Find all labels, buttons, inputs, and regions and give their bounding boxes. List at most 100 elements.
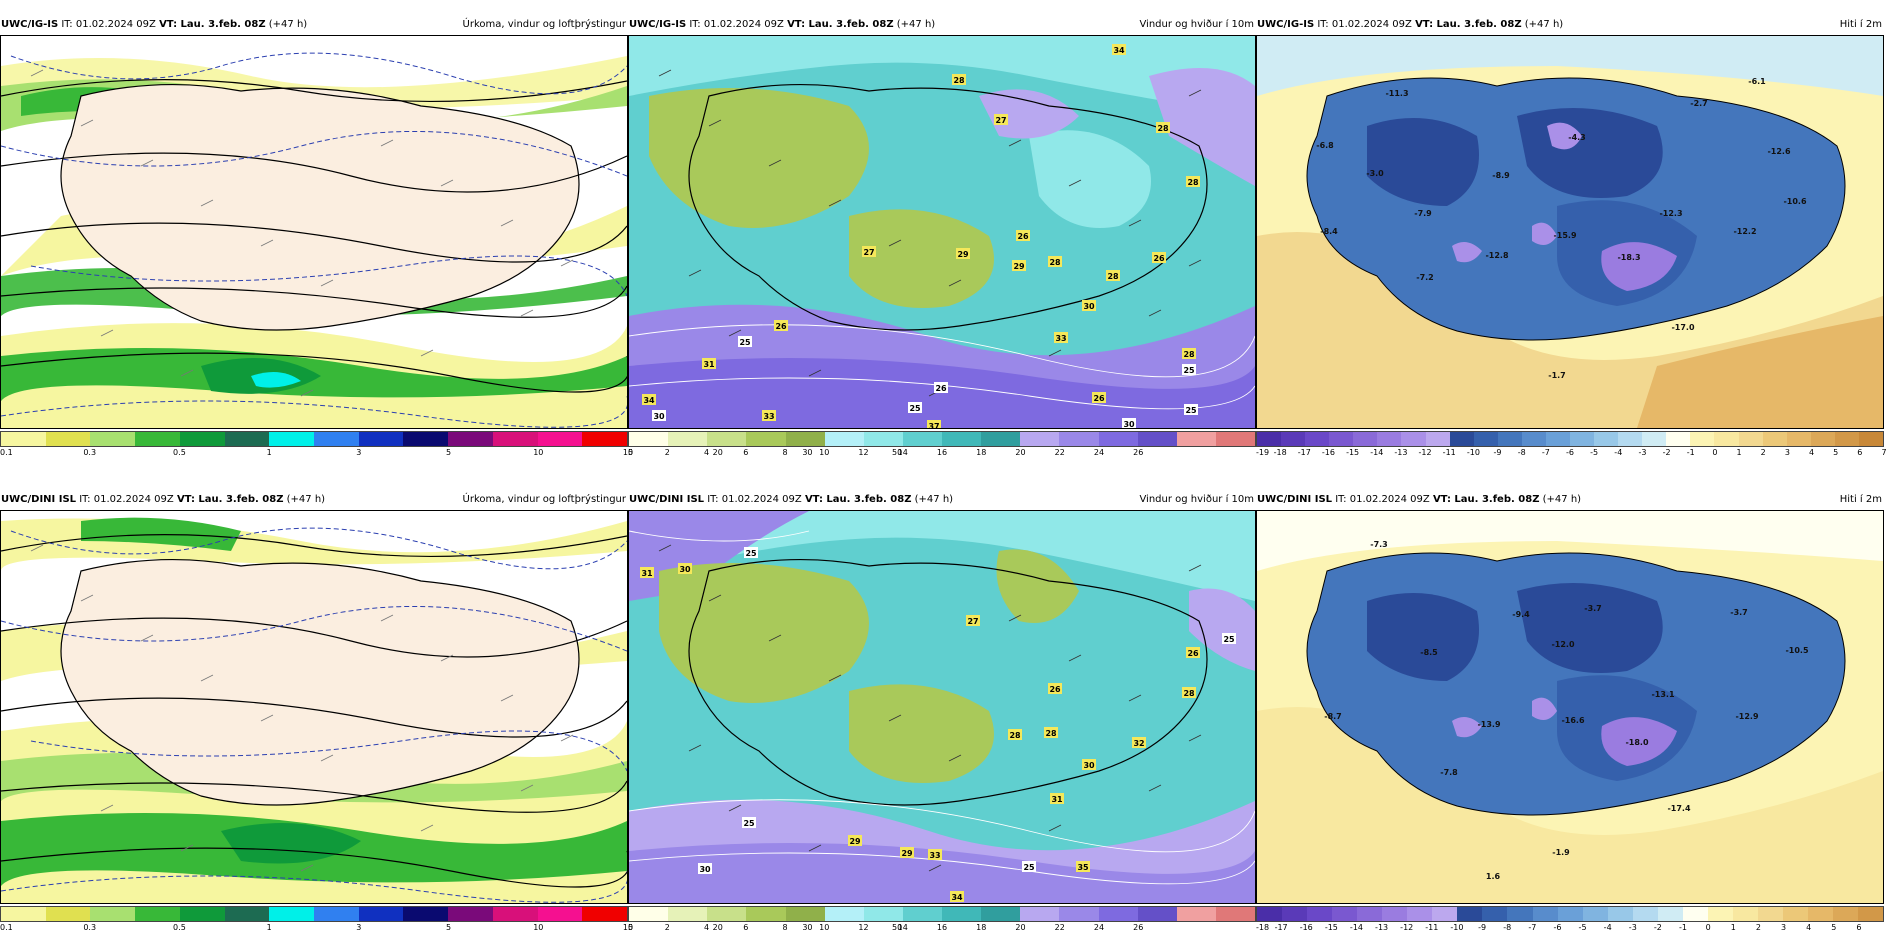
gust-label: 29 <box>849 837 861 846</box>
temperature-labels: -7.3 -9.4 -3.7 -3.7 -8.5 -12.0 -10.5 -13… <box>1324 540 1809 881</box>
colorbar-swatch <box>179 907 225 921</box>
gust-label: 30 <box>1083 761 1095 770</box>
colorbar-swatch <box>942 432 982 446</box>
gust-label: 27 <box>863 248 874 257</box>
colorbar-tick-label: -9 <box>1478 923 1487 932</box>
colorbar-tick-label: -8 <box>1517 448 1526 457</box>
colorbar-tick-label: 0.5 <box>173 448 186 457</box>
panel-title: UWC/IG-IS IT: 01.02.2024 09Z VT: Lau. 3.… <box>628 17 1256 33</box>
colorbar-tick-label: -1 <box>1686 448 1695 457</box>
init-time: IT: 01.02.2024 09Z <box>79 494 174 505</box>
colorbar-tick-label: -4 <box>1603 923 1612 932</box>
colorbar-tick-label: 0.3 <box>83 448 97 457</box>
colorbar-tick-label: 2 <box>1760 448 1766 457</box>
init-time: IT: 01.02.2024 09Z <box>1335 494 1430 505</box>
colorbar-swatches <box>628 431 1256 447</box>
temp-label: -12.3 <box>1659 209 1682 218</box>
init-time: IT: 01.02.2024 09Z <box>1317 19 1412 30</box>
colorbar-ticks: 0 2 4 6 8 10 12 14 16 18 20 22 24 26 <box>628 923 1256 935</box>
colorbar-tick-label: 2 <box>1755 923 1761 932</box>
colorbar-swatch <box>1482 907 1508 921</box>
colorbar-tick-label: -11 <box>1442 448 1456 457</box>
colorbar-swatch <box>537 907 583 921</box>
product-name: Hiti í 2m <box>1839 494 1882 505</box>
product-name: Úrkoma, vindur og loftþrýstingur <box>462 19 626 30</box>
colorbar-tick-label: 26 <box>1133 448 1144 457</box>
map-precip-dini-isl[interactable] <box>0 510 628 904</box>
temp-label: -13.9 <box>1477 720 1500 729</box>
colorbar-tick-label: 18 <box>976 448 987 457</box>
colorbar-swatch <box>1449 432 1474 446</box>
colorbar-tick-label: 0 <box>1712 448 1718 457</box>
colorbar-swatch <box>1307 907 1333 921</box>
colorbar-swatch <box>90 432 136 446</box>
panel-title: UWC/DINI ISL IT: 01.02.2024 09Z VT: Lau.… <box>0 492 628 508</box>
colorbar-ticks: 0.1 0.3 0.5 1 3 5 10 15 20 30 50 <box>0 923 902 935</box>
product-name: Vindur og hviður í 10m <box>1139 494 1254 505</box>
colorbar-swatch <box>1176 907 1216 921</box>
colorbar-tick-label: -19 <box>1256 448 1270 457</box>
map-temp-ig-is[interactable]: -11.3 -6.1 -6.8 -2.7 -4.3 -12.6 -3.0 -8.… <box>1256 35 1884 429</box>
colorbar-tick-label: 20 <box>1015 923 1026 932</box>
colorbar-swatch <box>902 907 942 921</box>
temp-label: -17.0 <box>1671 323 1694 332</box>
colorbar-swatch <box>1682 907 1708 921</box>
colorbar-swatch <box>1215 432 1255 446</box>
init-time: IT: 01.02.2024 09Z <box>689 19 784 30</box>
map-wind-dini-isl[interactable]: 31 30 25 27 26 25 26 28 28 28 30 32 31 2… <box>628 510 1256 904</box>
colorbar-swatch <box>1137 432 1177 446</box>
forecast-step: (+47 h) <box>896 19 936 30</box>
colorbar-swatch <box>1332 907 1358 921</box>
colorbar-swatch <box>1594 432 1619 446</box>
colorbar-tick-label: 4 <box>1808 448 1815 457</box>
colorbar: -19 -18 -17 -16 -15 -14 -13 -12 -11 -10 -9 -8 -7 -6 -5… <box>1256 431 1887 461</box>
map-precip-ig-is[interactable] <box>0 35 628 429</box>
model-name: UWC/IG-IS <box>1257 19 1315 30</box>
temp-label: -2.7 <box>1690 99 1708 108</box>
colorbar-swatch <box>90 907 136 921</box>
colorbar-swatch <box>1401 432 1426 446</box>
colorbar-swatch <box>1757 907 1783 921</box>
temp-label: 1.6 <box>1486 872 1501 881</box>
colorbar-swatch <box>1808 907 1834 921</box>
temp-label: -3.7 <box>1584 604 1602 613</box>
temp-label: -7.3 <box>1370 540 1388 549</box>
gust-label: 28 <box>1009 731 1021 740</box>
colorbar-tick-label: 18 <box>976 923 987 932</box>
gust-label: 26 <box>775 322 787 331</box>
colorbar-swatch <box>1257 907 1283 921</box>
colorbar-swatch <box>448 432 493 446</box>
gust-label: 35 <box>1077 863 1089 872</box>
colorbar-tick-label: 5 <box>1831 923 1837 932</box>
colorbar-swatch <box>1281 432 1306 446</box>
colorbar-swatch <box>1353 432 1378 446</box>
valid-time: VT: Lau. 3.feb. 08Z <box>804 494 912 505</box>
panel-precip-ig-is: UWC/IG-IS IT: 01.02.2024 09Z VT: Lau. 3.… <box>0 17 902 475</box>
valid-time: VT: Lau. 3.feb. 08Z <box>1432 494 1540 505</box>
colorbar-tick-label: -17 <box>1274 923 1288 932</box>
colorbar-swatch <box>1 907 46 921</box>
gust-label: 30 <box>1083 302 1095 311</box>
colorbar-swatch <box>1497 432 1522 446</box>
colorbar-swatch <box>448 907 493 921</box>
map-temp-dini-isl[interactable]: -7.3 -9.4 -3.7 -3.7 -8.5 -12.0 -10.5 -13… <box>1256 510 1884 904</box>
product-name: Hiti í 2m <box>1839 19 1882 30</box>
gust-label: 29 <box>1013 262 1025 271</box>
temp-label: -8.5 <box>1420 648 1438 657</box>
temp-label: -10.6 <box>1783 197 1806 206</box>
colorbar-tick-label: -13 <box>1394 448 1408 457</box>
colorbar-tick-label: 1 <box>1730 923 1736 932</box>
colorbar-tick-label: 30 <box>802 923 813 932</box>
colorbar-swatch <box>1858 432 1884 446</box>
colorbar-swatch <box>1834 432 1859 446</box>
colorbar-swatch <box>1858 907 1884 921</box>
colorbar-tick-label: -9 <box>1493 448 1502 457</box>
colorbar-tick-label: -14 <box>1349 923 1364 932</box>
colorbar-tick-label: 16 <box>936 448 948 457</box>
temp-label: -3.0 <box>1366 169 1384 178</box>
colorbar-tick-label: -5 <box>1590 448 1599 457</box>
map-wind-ig-is[interactable]: 34 28 27 28 28 26 27 29 29 28 28 26 30 3… <box>628 35 1256 429</box>
colorbar-tick-label: -3 <box>1638 448 1647 457</box>
colorbar-tick-label: -2 <box>1662 448 1671 457</box>
gust-label: 25 <box>739 338 751 347</box>
